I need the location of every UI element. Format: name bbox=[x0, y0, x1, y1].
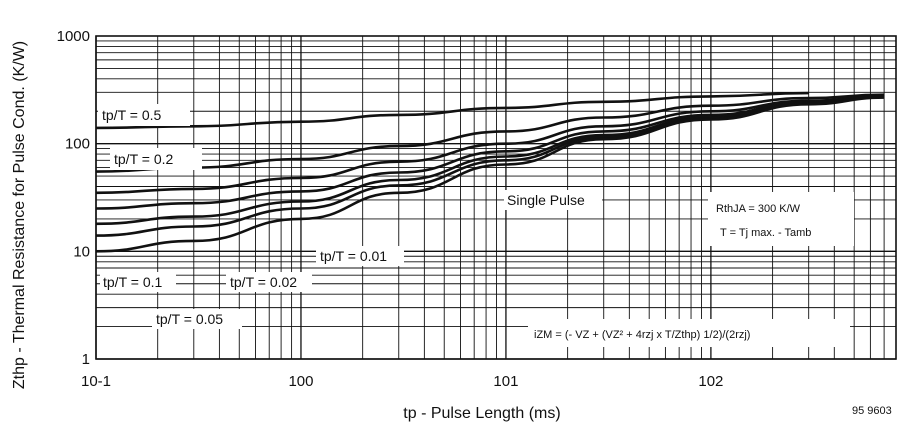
tick-labels: 10-1 100 101 102 1 10 100 1000 bbox=[57, 28, 724, 390]
plot-frame bbox=[95, 35, 897, 360]
y-tick-label: 10 bbox=[73, 243, 90, 260]
formula-text: iZM = (- VZ + (VZ² + 4rzj x T/Zthp) 1/2)… bbox=[534, 329, 750, 341]
series-line-0 bbox=[95, 91, 809, 130]
y-tick-label: 1 bbox=[82, 351, 90, 368]
label-tp-0.01: tp/T = 0.01 bbox=[320, 248, 387, 264]
label-tp-0.2: tp/T = 0.2 bbox=[114, 151, 173, 167]
x-axis-title: tp - Pulse Length (ms) bbox=[403, 405, 560, 422]
series-curves bbox=[95, 91, 885, 253]
x-tick-label: 100 bbox=[288, 373, 313, 390]
rth-annotation: RthJA = 300 K/W T = Tj max. - Tamb bbox=[708, 192, 854, 246]
formula-annotation: iZM = (- VZ + (VZ² + 4rzj x T/Zthp) 1/2)… bbox=[528, 319, 850, 347]
label-single-pulse: Single Pulse bbox=[507, 192, 585, 208]
label-tp-0.05: tp/T = 0.05 bbox=[156, 311, 223, 327]
label-tp-0.02: tp/T = 0.02 bbox=[230, 274, 297, 290]
figure-id: 95 9603 bbox=[852, 405, 892, 417]
label-tp-0.1: tp/T = 0.1 bbox=[103, 274, 162, 290]
series-line-3 bbox=[95, 95, 885, 210]
x-tick-label: 10-1 bbox=[81, 373, 111, 390]
series-line-2 bbox=[95, 94, 885, 195]
curve-labels: tp/T = 0.5 tp/T = 0.2 tp/T = 0.1 tp/T = … bbox=[98, 104, 602, 329]
x-tick-label: 102 bbox=[698, 373, 723, 390]
series-line-1 bbox=[95, 93, 885, 173]
label-tp-0.5: tp/T = 0.5 bbox=[102, 107, 161, 123]
y-axis-title: Zthp - Thermal Resistance for Pulse Cond… bbox=[11, 41, 28, 389]
series-line-6 bbox=[95, 96, 885, 253]
rth-text: RthJA = 300 K/W bbox=[716, 203, 801, 215]
x-tick-label: 101 bbox=[493, 373, 518, 390]
y-tick-label: 100 bbox=[65, 136, 90, 153]
temp-text: T = Tj max. - Tamb bbox=[720, 227, 811, 239]
y-tick-label: 1000 bbox=[57, 28, 90, 45]
